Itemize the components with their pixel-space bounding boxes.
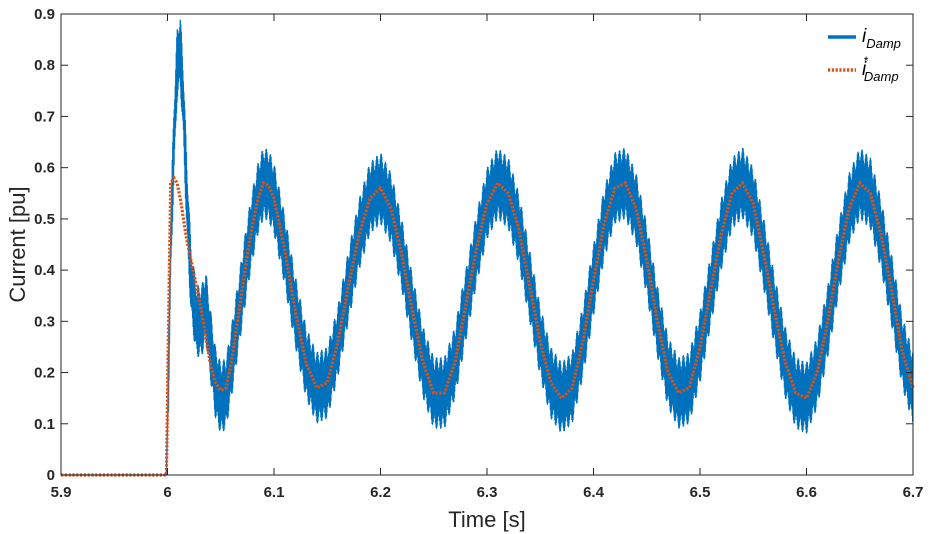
x-tick-label: 6.4	[583, 484, 605, 501]
y-tick-label: 0	[47, 467, 55, 484]
x-tick-label: 6	[163, 484, 171, 501]
series-line-i-damp-ref	[61, 174, 915, 477]
legend-label-i-damp-ref: i* Damp	[862, 54, 899, 84]
legend-main: i	[862, 26, 867, 47]
x-tick-label: 6.6	[796, 484, 817, 501]
y-tick-label: 0.3	[34, 313, 55, 330]
y-axis-label: Current [pu]	[5, 186, 30, 302]
legend-sub: Damp	[866, 36, 901, 51]
x-tick-label: 6.5	[690, 484, 711, 501]
y-tick-label: 0.9	[34, 6, 55, 23]
legend-main: i	[862, 59, 867, 80]
series-line-i-damp	[61, 19, 914, 476]
x-tick-label: 6.3	[477, 484, 498, 501]
x-tick-label: 6.7	[903, 484, 924, 501]
x-axis-label: Time [s]	[448, 507, 525, 532]
ticks-layer: 5.9 6 6.1 6.2 6.3 6.4 6.5 6.6 6.7 0 0.1 0.2 0.3 0.4 0.…	[34, 6, 923, 501]
legend-sub: Damp	[864, 69, 899, 84]
y-tick-label: 0.1	[34, 416, 55, 433]
y-tick-label: 0.5	[34, 211, 55, 228]
legend-sup: *	[863, 54, 868, 68]
x-tick-label: 6.1	[264, 484, 285, 501]
y-tick-label: 0.4	[34, 262, 56, 279]
y-tick-label: 0.2	[34, 365, 55, 382]
y-tick-label: 0.6	[34, 160, 55, 177]
y-tick-label: 0.8	[34, 57, 55, 74]
legend-label-i-damp: iDamp	[862, 26, 901, 51]
series-layer	[61, 19, 915, 477]
y-tick-label: 0.7	[34, 108, 55, 125]
x-tick-label: 5.9	[51, 484, 72, 501]
x-tick-label: 6.2	[370, 484, 391, 501]
